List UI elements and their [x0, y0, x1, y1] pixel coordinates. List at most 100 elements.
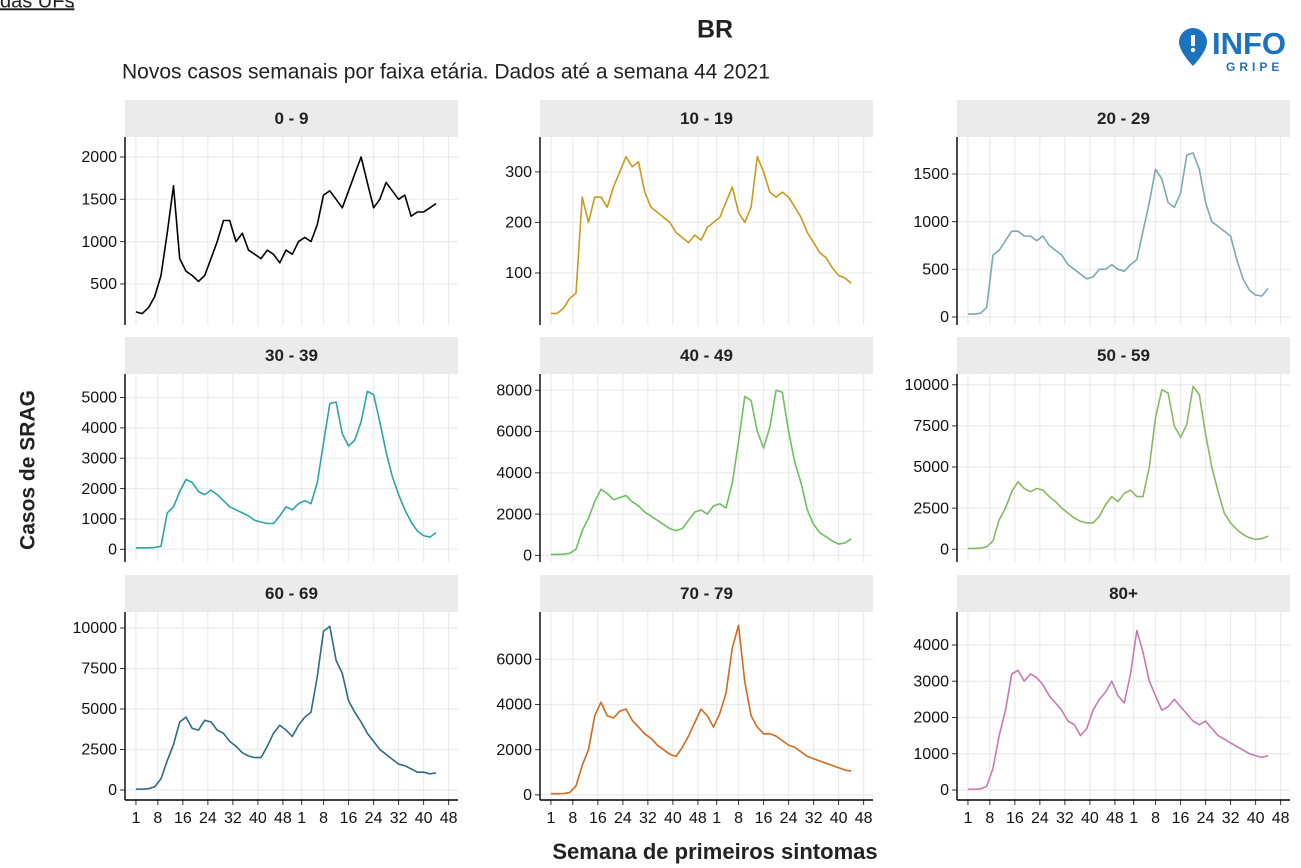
x-tick-label: 32 — [805, 810, 823, 827]
y-tick-label: 1500 — [81, 192, 117, 209]
y-tick-label: 6000 — [496, 651, 532, 668]
y-tick-label: 2500 — [81, 742, 117, 759]
strip — [957, 337, 1290, 374]
x-tick-label: 1 — [963, 810, 972, 827]
y-tick-label: 5000 — [913, 459, 949, 476]
y-tick-label: 2000 — [496, 506, 532, 523]
y-tick-label: 4000 — [496, 697, 532, 714]
facet: 0 - 9 500 1000 1500 2000 — [81, 100, 458, 325]
logo: INFO GRIPE — [1179, 26, 1286, 74]
x-tick-label: 32 — [1222, 810, 1240, 827]
strip-label: 60 - 69 — [265, 584, 318, 603]
x-tick-label: 24 — [614, 810, 632, 827]
y-tick-label: 1000 — [81, 234, 117, 251]
y-tick-label: 0 — [523, 548, 532, 565]
strip — [957, 100, 1290, 137]
y-tick-label: 4000 — [496, 465, 532, 482]
x-tick-label: 40 — [249, 810, 267, 827]
y-tick-label: 300 — [505, 164, 532, 181]
y-tick-label: 1000 — [81, 511, 117, 528]
series-line — [967, 152, 1269, 315]
logo-mark — [1191, 35, 1195, 46]
strip — [540, 337, 873, 374]
y-tick-label: 500 — [922, 262, 949, 279]
x-tick-label: 16 — [174, 810, 192, 827]
x-tick-label: 24 — [780, 810, 798, 827]
chart-title: BR — [697, 16, 733, 44]
y-tick-label: 6000 — [496, 424, 532, 441]
y-tick-label: 2000 — [496, 742, 532, 759]
y-tick-label: 2500 — [913, 500, 949, 517]
x-tick-label: 1 — [1129, 810, 1138, 827]
strip-label: 80+ — [1109, 584, 1138, 603]
x-tick-label: 32 — [639, 810, 657, 827]
top-link[interactable]: das UFs — [0, 0, 74, 12]
top-link-suffix: . — [70, 0, 76, 12]
x-tick-label: 1 — [546, 810, 555, 827]
x-tick-label: 40 — [1247, 810, 1265, 827]
logo-pin — [1179, 28, 1207, 66]
subtitle: Novos casos semanais por faixa etária. D… — [122, 61, 770, 84]
y-tick-label: 0 — [108, 541, 117, 558]
x-tick-label: 48 — [1106, 810, 1124, 827]
y-tick-label: 0 — [940, 782, 949, 799]
x-tick-label: 8 — [734, 810, 743, 827]
y-tick-label: 5000 — [81, 390, 117, 407]
strip — [125, 100, 458, 137]
x-tick-label: 24 — [365, 810, 383, 827]
x-tick-label: 16 — [1172, 810, 1190, 827]
y-tick-label: 2000 — [81, 481, 117, 498]
facet: 30 - 39 0 1000 2000 3000 4000 5000 — [81, 337, 458, 562]
y-tick-label: 0 — [108, 782, 117, 799]
y-tick-label: 3000 — [81, 450, 117, 467]
x-tick-label: 8 — [985, 810, 994, 827]
y-tick-label: 10000 — [905, 377, 950, 394]
facet: 50 - 59 0 2500 5000 7500 10000 — [905, 337, 1290, 562]
x-tick-label: 24 — [1197, 810, 1215, 827]
x-axis-title: Semana de primeiros sintomas — [552, 839, 877, 864]
series-line — [135, 156, 437, 315]
x-tick-label: 32 — [1056, 810, 1074, 827]
strip-label: 0 - 9 — [274, 109, 308, 128]
y-tick-label: 8000 — [496, 382, 532, 399]
x-tick-label: 16 — [1006, 810, 1024, 827]
x-tick-label: 1 — [131, 810, 140, 827]
x-tick-label: 1 — [297, 810, 306, 827]
y-tick-label: 2000 — [913, 710, 949, 727]
facet: 60 - 691 8 16 24 32 40 48 1 8 16 24 32 40 48025005000… — [73, 575, 458, 827]
y-tick-label: 7500 — [913, 418, 949, 435]
x-tick-label: 8 — [319, 810, 328, 827]
x-tick-label: 16 — [340, 810, 358, 827]
y-tick-label: 10000 — [73, 620, 118, 637]
series-line — [135, 625, 437, 790]
y-tick-label: 100 — [505, 265, 532, 282]
strip-label: 50 - 59 — [1097, 346, 1150, 365]
x-tick-label: 8 — [568, 810, 577, 827]
logo-dot — [1190, 47, 1196, 53]
y-tick-label: 4000 — [81, 420, 117, 437]
series-line — [967, 385, 1269, 550]
x-tick-label: 16 — [755, 810, 773, 827]
y-tick-label: 200 — [505, 215, 532, 232]
strip — [125, 337, 458, 374]
facet: 10 - 19 100 200 300 — [505, 100, 873, 325]
logo-sub: GRIPE — [1226, 60, 1283, 74]
y-tick-label: 7500 — [81, 661, 117, 678]
x-tick-label: 40 — [1081, 810, 1099, 827]
strip — [540, 100, 873, 137]
facet: 70 - 791 8 16 24 32 40 48 1 8 16 24 32 40 48020004000… — [496, 575, 873, 827]
x-tick-label: 16 — [589, 810, 607, 827]
logo-main: INFO — [1212, 26, 1286, 61]
strip-label: 70 - 79 — [680, 584, 733, 603]
x-tick-label: 40 — [415, 810, 433, 827]
y-tick-label: 3000 — [913, 673, 949, 690]
x-tick-label: 48 — [855, 810, 873, 827]
y-tick-label: 0 — [940, 541, 949, 558]
y-tick-label: 1000 — [913, 214, 949, 231]
y-tick-label: 5000 — [81, 701, 117, 718]
facet: 80+1 8 16 24 32 40 48 1 8 16 24 32 40 480100020003000… — [913, 575, 1290, 827]
x-tick-label: 1 — [712, 810, 721, 827]
x-tick-label: 40 — [664, 810, 682, 827]
